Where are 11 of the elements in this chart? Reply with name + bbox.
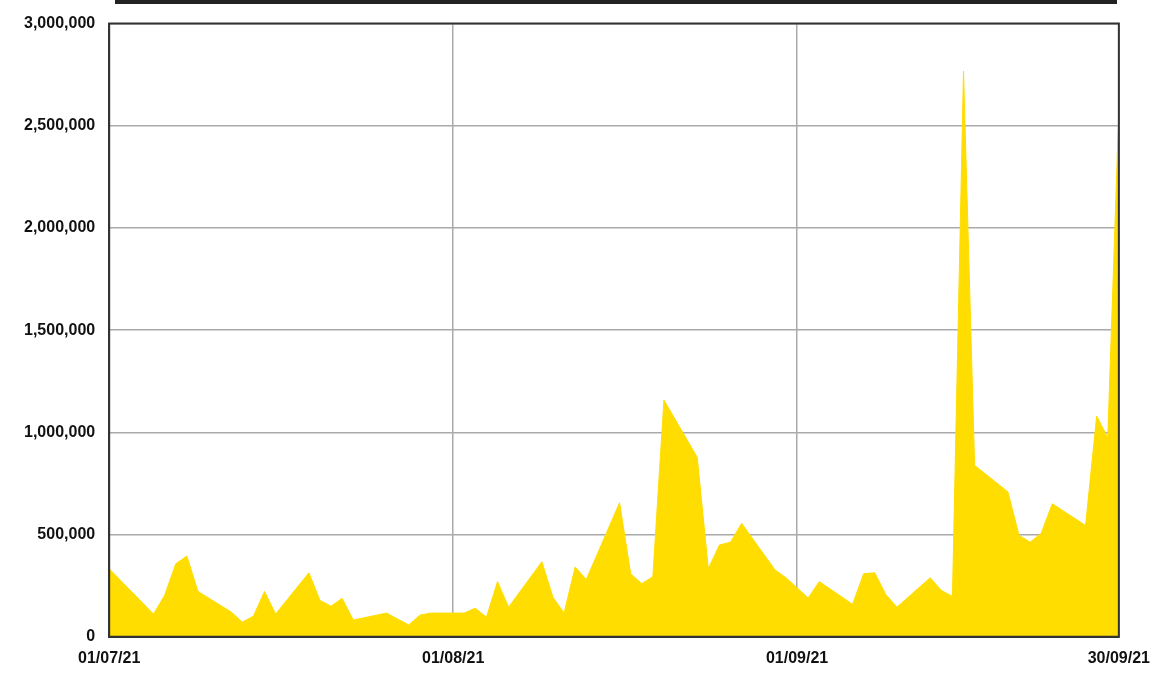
y-tick-label: 1,000,000	[23, 422, 96, 440]
y-tick-label: 0	[86, 627, 96, 645]
x-tick-label: 01/08/21	[422, 648, 485, 666]
y-tick-label: 2,500,000	[23, 116, 96, 134]
x-tick-label: 30/09/21	[1087, 648, 1151, 666]
x-tick-label: 01/07/21	[78, 648, 141, 666]
y-tick-label: 3,000,000	[23, 14, 96, 32]
y-tick-label: 1,500,000	[23, 320, 96, 338]
y-tick-label: 500,000	[37, 525, 96, 543]
y-tick-label: 2,000,000	[23, 218, 96, 236]
x-tick-label: 01/09/21	[765, 648, 829, 666]
